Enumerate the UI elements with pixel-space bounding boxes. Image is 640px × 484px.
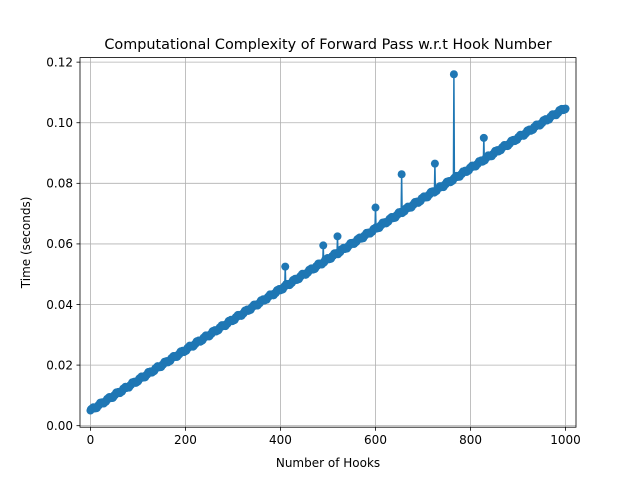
y-tick-label: 0.02: [46, 358, 73, 372]
y-tick-label: 0.12: [46, 55, 73, 69]
data-point: [333, 232, 342, 241]
x-tick-label: 600: [364, 433, 387, 447]
data-point: [449, 70, 458, 79]
axes-frame: [79, 57, 577, 428]
series-points: [86, 70, 570, 415]
data-point: [479, 133, 488, 142]
y-axis-label: Time (seconds): [19, 197, 33, 290]
data-point: [281, 262, 290, 271]
y-tick-label: 0.06: [46, 237, 73, 251]
data-point: [319, 241, 328, 250]
y-tick-label: 0.00: [46, 419, 73, 433]
data-point: [397, 170, 406, 179]
y-tick-label: 0.08: [46, 177, 73, 191]
chart-title: Computational Complexity of Forward Pass…: [104, 37, 551, 53]
y-tick-label: 0.10: [46, 116, 73, 130]
x-tick-label: 800: [459, 433, 482, 447]
data-point: [371, 203, 380, 212]
x-axis-label: Number of Hooks: [276, 456, 380, 470]
x-tick-label: 1000: [550, 433, 581, 447]
axis-ticks: 0 200 400 600 800 1000 0.00 0.02 0.04 0.06 0.08 0.1…: [46, 55, 581, 447]
data-point: [430, 159, 439, 168]
data-point: [561, 104, 570, 113]
x-tick-label: 0: [87, 433, 95, 447]
x-tick-label: 200: [174, 433, 197, 447]
y-tick-label: 0.04: [46, 298, 73, 312]
x-tick-label: 400: [269, 433, 292, 447]
